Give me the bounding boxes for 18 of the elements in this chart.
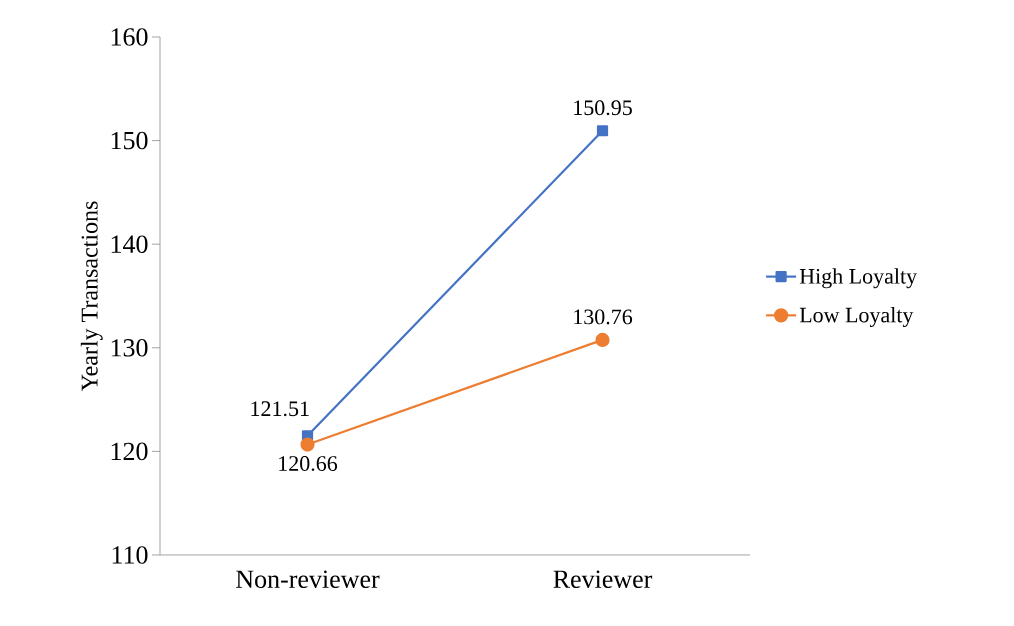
data-label: 121.51	[251, 401, 309, 417]
y-tick-label: 140	[111, 235, 148, 253]
y-tick-label: 110	[112, 546, 148, 564]
data-label: 150.95	[574, 100, 632, 116]
x-tick-label: Reviewer	[553, 570, 653, 588]
point	[595, 332, 610, 348]
data-label: 130.76	[574, 309, 633, 325]
y-tick-label: 130	[111, 339, 148, 357]
legend-label: High Loyalty	[799, 268, 918, 289]
x-tick-label: Non-reviewer	[236, 570, 380, 588]
point	[596, 125, 609, 137]
y-tick-label: 120	[111, 442, 148, 461]
point	[300, 437, 315, 452]
y-tick-label: 160	[111, 28, 148, 46]
y-tick-label: 150	[111, 131, 148, 150]
y-axis-title: Yearly Transactions	[80, 201, 103, 392]
legend-label: Low Loyalty	[799, 306, 914, 327]
data-label: 120.66	[279, 456, 338, 472]
